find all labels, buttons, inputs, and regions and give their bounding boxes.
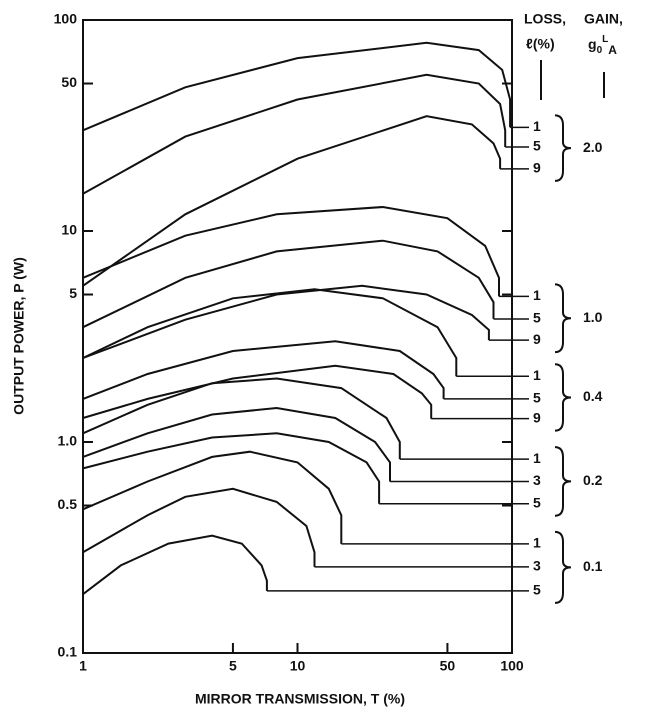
curve — [82, 377, 401, 460]
group-brace — [554, 114, 572, 182]
x-tick-label: 5 — [229, 658, 237, 674]
loss-label: 9 — [533, 160, 541, 176]
curve — [82, 534, 268, 595]
plot-frame — [82, 19, 513, 654]
gain-symbol-part: 0 — [597, 45, 603, 56]
loss-label: 5 — [533, 310, 541, 326]
curve — [82, 487, 316, 567]
gain-label: 0.4 — [583, 388, 603, 404]
gain-label: 2.0 — [583, 139, 603, 155]
curve — [82, 364, 433, 419]
loss-label: 9 — [533, 409, 541, 425]
loss-label: 1 — [533, 450, 541, 466]
curve — [82, 239, 495, 329]
gain-header: GAIN, — [584, 11, 623, 27]
curve — [82, 340, 445, 400]
gain-label: 0.2 — [583, 472, 603, 488]
gain-label: 1.0 — [583, 309, 603, 325]
curve — [82, 205, 500, 297]
x-tick-label: 50 — [440, 658, 456, 674]
curve — [82, 115, 502, 287]
gain-symbol-part: g — [588, 36, 597, 52]
loss-label: 3 — [533, 558, 541, 574]
curve — [82, 406, 391, 482]
group-brace — [554, 283, 572, 354]
x-tick-label: 100 — [500, 658, 524, 674]
loss-label: 1 — [533, 535, 541, 551]
loss-label: 5 — [533, 494, 541, 510]
loss-label: 5 — [533, 582, 541, 598]
y-tick-label: 100 — [54, 11, 78, 27]
gain-label: 0.1 — [583, 558, 603, 574]
curve — [82, 284, 490, 359]
gain-symbol-part: L — [602, 34, 608, 45]
curve — [82, 41, 512, 132]
x-tick-label: 1 — [79, 658, 87, 674]
loss-label: 1 — [533, 287, 541, 303]
loss-header: LOSS, — [524, 11, 566, 27]
y-tick-label: 0.5 — [58, 496, 78, 512]
curve — [82, 432, 381, 504]
gain-symbol: g0LA — [588, 34, 617, 58]
y-tick-label: 0.1 — [58, 644, 78, 660]
loss-label: 3 — [533, 472, 541, 488]
y-tick-label: 1.0 — [58, 433, 78, 449]
loss-label: 1 — [533, 367, 541, 383]
loss-label: 5 — [533, 390, 541, 406]
y-tick-label: 5 — [69, 285, 77, 301]
curve — [82, 450, 343, 544]
loss-label: 9 — [533, 331, 541, 347]
gain-symbol-part: A — [608, 43, 617, 57]
group-brace — [554, 363, 572, 432]
x-axis-label: MIRROR TRANSMISSION, T (%) — [195, 691, 405, 707]
curve — [82, 288, 458, 377]
y-tick-label: 10 — [61, 222, 77, 238]
loss-label: 5 — [533, 138, 541, 154]
y-axis-label: OUTPUT POWER, P (W) — [11, 257, 27, 415]
group-brace — [554, 446, 572, 517]
loss-symbol: ℓ(%) — [526, 36, 555, 52]
y-tick-label: 50 — [61, 74, 77, 90]
x-tick-label: 10 — [290, 658, 306, 674]
loss-label: 1 — [533, 118, 541, 134]
curve — [82, 73, 507, 195]
group-brace — [554, 530, 572, 604]
